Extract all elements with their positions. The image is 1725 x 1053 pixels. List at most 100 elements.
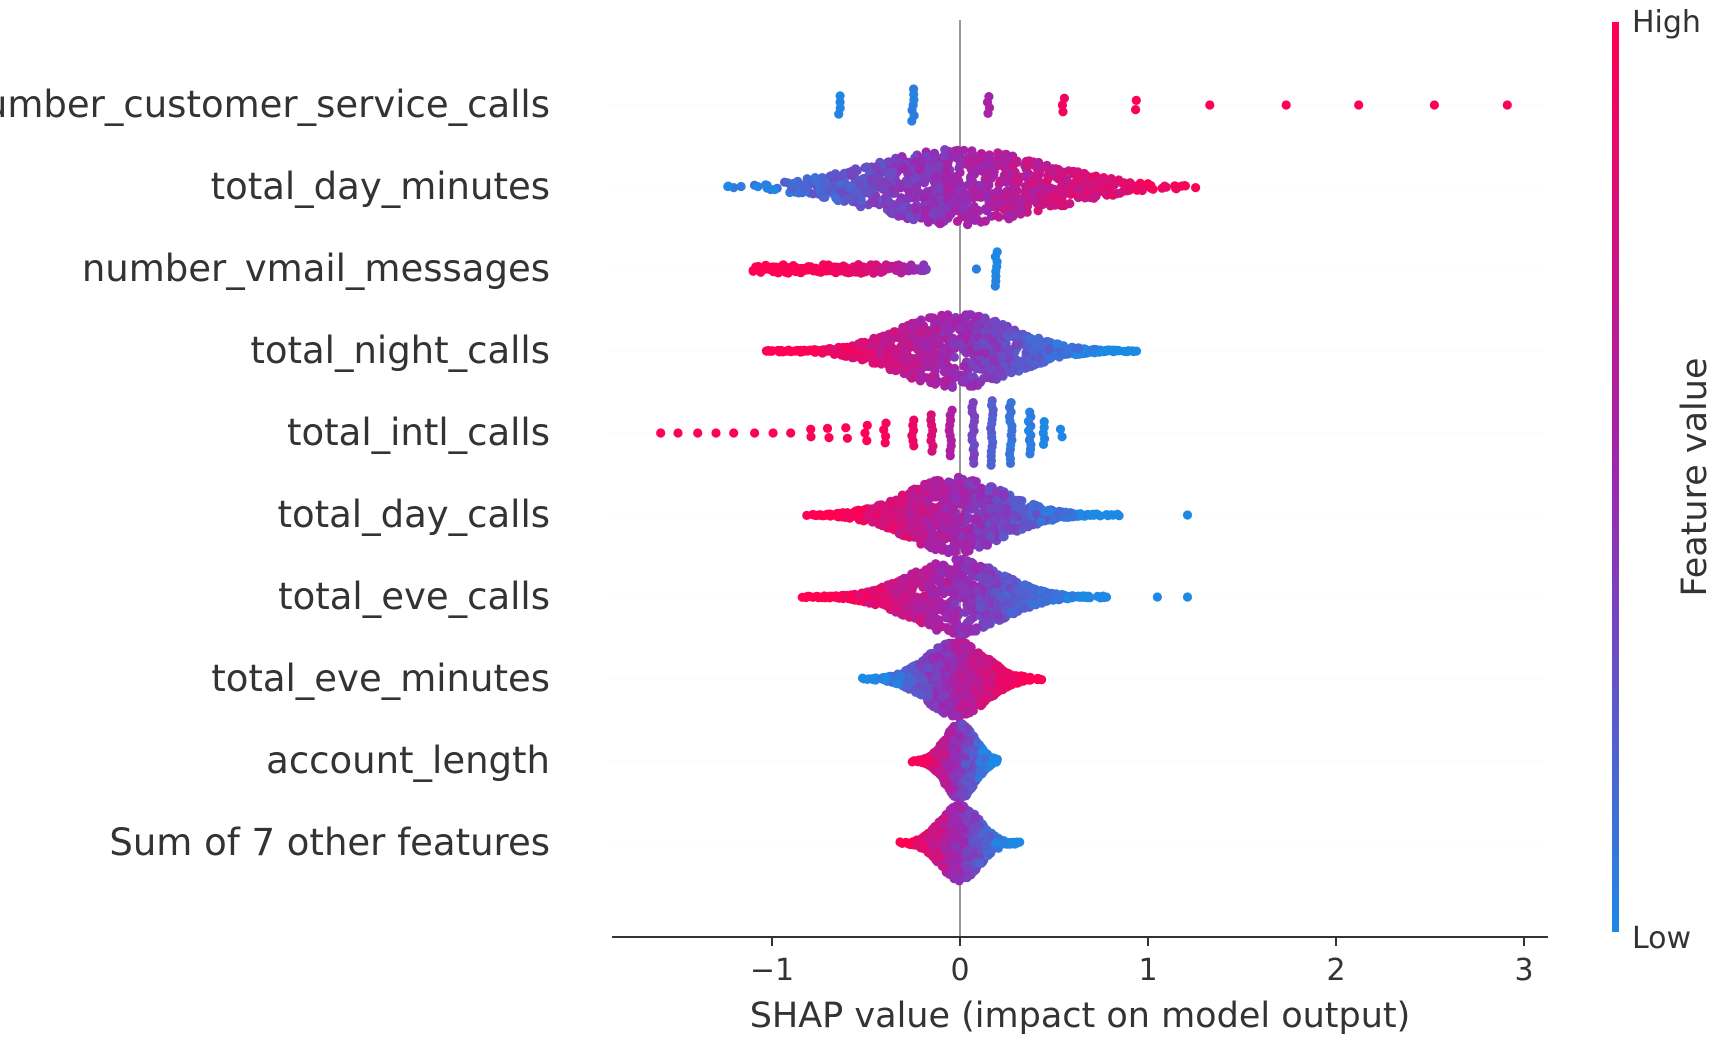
shap-point [942, 613, 951, 622]
shap-point [959, 690, 968, 699]
shap-point [1162, 183, 1171, 192]
shap-point [992, 375, 1001, 384]
shap-point [1132, 347, 1141, 356]
shap-point [1086, 510, 1095, 519]
shap-point [898, 519, 907, 528]
shap-point [984, 486, 993, 495]
shap-point [1131, 105, 1140, 114]
shap-point [1005, 345, 1014, 354]
shap-point [989, 516, 998, 525]
shap-point [999, 668, 1008, 677]
shap-point [918, 534, 927, 543]
shap-point [992, 496, 1001, 505]
shap-point [907, 677, 916, 686]
shap-point [857, 196, 866, 205]
shap-point [1083, 187, 1092, 196]
shap-point [885, 353, 894, 362]
shap-point [1010, 523, 1019, 532]
shap-point [937, 311, 946, 320]
shap-point [928, 591, 937, 600]
shap-point [1205, 100, 1214, 109]
shap-point [846, 170, 855, 179]
shap-point [867, 341, 876, 350]
shap-point [857, 338, 866, 347]
shap-point [1052, 339, 1061, 348]
shap-point [970, 685, 979, 694]
shap-point [950, 610, 959, 619]
shap-point [920, 178, 929, 187]
shap-point [898, 491, 907, 500]
shap-point [928, 354, 937, 363]
shap-point [976, 181, 985, 190]
shap-point [1124, 346, 1133, 355]
shap-point [1001, 510, 1010, 519]
shap-point [1040, 508, 1049, 517]
shap-point [975, 655, 984, 664]
shap-point [917, 315, 926, 324]
shap-point [871, 359, 880, 368]
shap-point [918, 350, 927, 359]
shap-point [937, 693, 946, 702]
shap-point [976, 377, 985, 386]
shap-point [952, 317, 961, 326]
shap-point [1044, 345, 1053, 354]
shap-point [901, 531, 910, 540]
shap-point [962, 588, 971, 597]
shap-point [673, 428, 682, 437]
shap-point [865, 599, 874, 608]
shap-point [923, 496, 932, 505]
shap-point [1012, 503, 1021, 512]
shap-point [881, 510, 890, 519]
shap-outlier-point [1183, 592, 1192, 601]
shap-point [811, 177, 820, 186]
shap-point [944, 477, 953, 486]
shap-point [936, 510, 945, 519]
shap-point [862, 162, 871, 171]
shap-point [833, 592, 842, 601]
shap-point [939, 347, 948, 356]
shap-point [921, 482, 930, 491]
shap-point [1022, 170, 1031, 179]
shap-point [927, 447, 936, 456]
shap-point [922, 265, 931, 274]
shap-point [899, 611, 908, 620]
shap-point [972, 312, 981, 321]
shap-point [1132, 96, 1141, 105]
shap-point [943, 578, 952, 587]
shap-point [1034, 674, 1043, 683]
shap-point [1103, 511, 1112, 520]
shap-point [963, 556, 972, 565]
shap-point [911, 186, 920, 195]
shap-point [821, 510, 830, 519]
shap-point [1088, 345, 1097, 354]
shap-point [878, 502, 887, 511]
shap-point [1027, 178, 1036, 187]
shap-point [1064, 345, 1073, 354]
shap-point [947, 209, 956, 218]
shap-point [982, 206, 991, 215]
shap-point [1058, 107, 1067, 116]
shap-point [1058, 432, 1067, 441]
shap-point [959, 146, 968, 155]
shap-point [955, 703, 964, 712]
shap-point [1022, 520, 1031, 529]
shap-point [1057, 508, 1066, 517]
shap-point [923, 663, 932, 672]
shap-point [983, 109, 992, 118]
shap-point [1063, 187, 1072, 196]
shap-point [789, 179, 798, 188]
shap-point [960, 189, 969, 198]
shap-point [932, 326, 941, 335]
row-gridlines [612, 105, 1548, 843]
shap-point [994, 212, 1003, 221]
shap-point [1068, 591, 1077, 600]
shap-point [900, 574, 909, 583]
shap-outlier-point [1183, 510, 1192, 519]
shap-point [999, 490, 1008, 499]
shap-point [940, 526, 949, 535]
shap-point [972, 342, 981, 351]
shap-point [955, 518, 964, 527]
shap-point [1039, 440, 1048, 449]
